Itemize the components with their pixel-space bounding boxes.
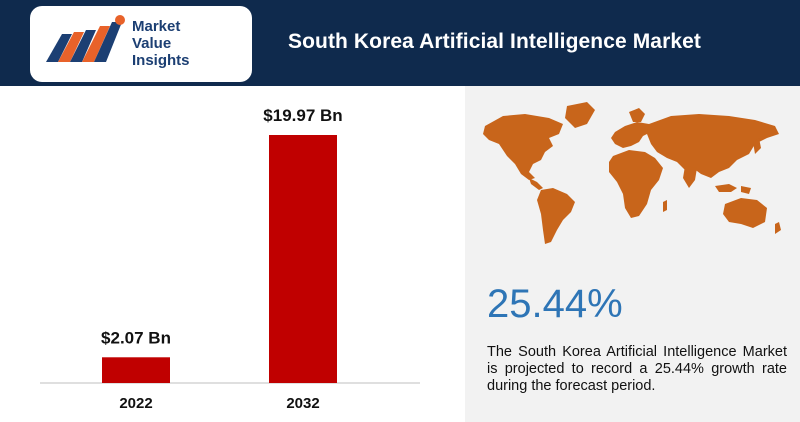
logo-line-2: Value	[132, 35, 172, 52]
x-tick-label-2022: 2022	[119, 395, 152, 412]
logo-line-1: Market	[132, 18, 181, 35]
bar-2022	[102, 357, 170, 383]
header: Market Value Insights South Korea Artifi…	[0, 0, 800, 86]
logo-text: Market Value Insights	[132, 18, 190, 69]
data-label-2032: $19.97 Bn	[263, 106, 342, 125]
logo-line-3: Insights	[132, 52, 190, 69]
bar-2032	[269, 135, 337, 383]
world-map-icon	[483, 102, 781, 244]
logo-mark-icon	[46, 15, 125, 62]
page-title: South Korea Artificial Intelligence Mark…	[288, 30, 702, 53]
data-label-2022: $2.07 Bn	[101, 328, 171, 347]
growth-rate-description: The South Korea Artificial Intelligence …	[487, 344, 787, 394]
growth-rate-value: 25.44%	[487, 282, 623, 326]
chart-panel: $2.07 Bn 2022 $19.97 Bn 2032	[0, 86, 465, 422]
bar-chart: $2.07 Bn 2022 $19.97 Bn 2032	[40, 106, 420, 412]
x-tick-label-2032: 2032	[286, 395, 319, 412]
info-panel: 25.44% The South Korea Artificial Intell…	[465, 86, 800, 422]
logo: Market Value Insights	[30, 6, 252, 82]
